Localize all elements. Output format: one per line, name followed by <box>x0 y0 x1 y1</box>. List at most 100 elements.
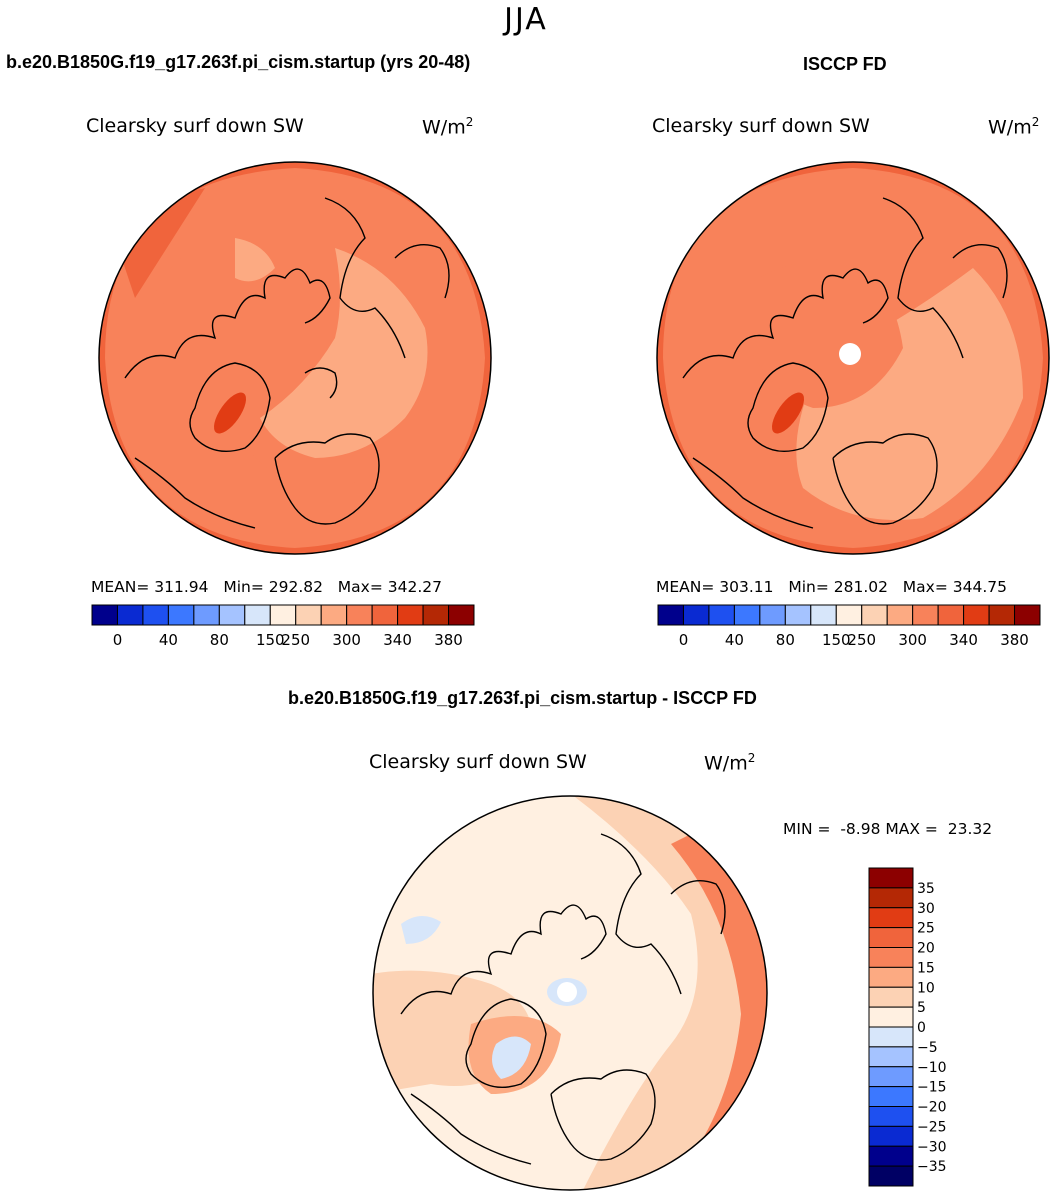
diff-min-max: MIN = -8.98 MAX = 23.32 <box>783 820 993 838</box>
colorbar-box <box>167 604 195 626</box>
contour-340-a <box>115 188 205 298</box>
model-panel-header: b.e20.B1850G.f19_g17.263f.pi_cism.startu… <box>6 52 471 72</box>
season-title: JJA <box>504 2 548 37</box>
colorbar-tick-label: 40 <box>159 631 178 649</box>
colorbar-box <box>657 604 684 626</box>
colorbar-box <box>810 604 837 626</box>
colorbar-box <box>91 604 118 626</box>
colorbar-tick-label: 250 <box>281 631 310 649</box>
colorbar-tick-label: 25 <box>917 921 935 937</box>
pole-hole <box>557 982 577 1002</box>
colorbar-box <box>759 604 786 626</box>
coastlines <box>682 197 1008 529</box>
colorbar-box <box>448 604 475 626</box>
colorbar-tick-label: −25 <box>917 1119 947 1135</box>
model-units: W/m2 <box>422 115 474 139</box>
colorbar-tick-label: 340 <box>949 631 978 649</box>
colorbar-box <box>371 604 399 626</box>
colorbar-box <box>868 1106 914 1127</box>
colorbar-box <box>868 1086 914 1107</box>
obs-units: W/m2 <box>988 115 1040 139</box>
colorbar-box <box>784 604 812 626</box>
colorbar-tick-label: 80 <box>776 631 795 649</box>
colorbar-box <box>116 604 144 626</box>
colorbar-box <box>868 1145 914 1167</box>
colorbar-tick-label: −15 <box>917 1080 947 1096</box>
colorbar-box <box>346 604 373 626</box>
colorbar-box <box>868 1066 914 1088</box>
colorbar-box <box>868 1046 914 1068</box>
colorbar-box <box>295 604 322 626</box>
colorbar-box <box>937 604 965 626</box>
colorbar-box <box>218 604 246 626</box>
colorbar-box <box>868 1006 914 1028</box>
colorbar-box <box>868 867 914 889</box>
colorbar-box <box>886 604 914 626</box>
colorbar-box <box>320 604 348 626</box>
contour-250-300 <box>260 248 428 458</box>
coastlines <box>400 833 726 1165</box>
colorbar-box <box>868 927 914 948</box>
colorbar-box <box>868 986 914 1008</box>
colorbar-tick-label: 40 <box>725 631 744 649</box>
diff-polar-map <box>372 795 768 1191</box>
colorbar-box <box>868 1026 914 1048</box>
negative-region-greenland <box>492 1036 531 1079</box>
colorbar-box <box>868 1125 914 1147</box>
model-polar-map <box>98 161 492 555</box>
colorbar-box <box>397 604 424 626</box>
colorbar-box <box>868 907 914 929</box>
obs-variable-title: Clearsky surf down SW <box>652 115 870 137</box>
colorbar-tick-label: −35 <box>917 1159 947 1175</box>
colorbar-box <box>682 604 710 626</box>
negative-region-west <box>401 915 441 944</box>
colorbar-tick-label: 250 <box>847 631 876 649</box>
colorbar-box <box>1014 604 1041 626</box>
colorbar-tick-label: 0 <box>917 1020 926 1036</box>
diff-colorbar: 35 30 25 20 15 10 5 0 −5 −10 −15 −20 −25 −30 −35 <box>868 867 947 1187</box>
colorbar-tick-label: −5 <box>917 1040 938 1056</box>
colorbar-box <box>861 604 888 626</box>
colorbar-tick-label: 5 <box>917 1000 926 1016</box>
greenland-max <box>213 392 247 434</box>
colorbar-tick-label: 20 <box>917 941 935 957</box>
colorbar-tick-label: 10 <box>917 980 935 996</box>
diff-units: W/m2 <box>704 751 756 775</box>
colorbar-box <box>963 604 990 626</box>
colorbar-box <box>708 604 735 626</box>
colorbar-tick-label: 300 <box>332 631 361 649</box>
contour-250-300-b <box>235 238 275 282</box>
colorbar-box <box>868 966 914 988</box>
colorbar-tick-label: 80 <box>210 631 229 649</box>
colorbar-tick-label: 150 <box>822 631 851 649</box>
colorbar-tick-label: 0 <box>113 631 123 649</box>
colorbar-box <box>912 604 939 626</box>
colorbar-box <box>422 604 450 626</box>
colorbar-box <box>733 604 761 626</box>
colorbar-tick-label: 380 <box>1000 631 1029 649</box>
colorbar-box <box>835 604 863 626</box>
colorbar-box <box>244 604 271 626</box>
colorbar-tick-label: −30 <box>917 1139 947 1155</box>
colorbar-tick-label: 15 <box>917 960 935 976</box>
obs-stats: MEAN= 303.11 Min= 281.02 Max= 344.75 <box>656 578 1008 596</box>
model-stats: MEAN= 311.94 Min= 292.82 Max= 342.27 <box>91 578 443 596</box>
coastlines <box>124 197 450 529</box>
colorbar-tick-label: 300 <box>898 631 927 649</box>
obs-polar-map <box>656 161 1050 555</box>
colorbar-tick-label: 380 <box>434 631 463 649</box>
colorbar-tick-label: 340 <box>383 631 412 649</box>
colorbar-box <box>868 1165 914 1187</box>
colorbar-tick-label: −10 <box>917 1060 947 1076</box>
contour-250-300 <box>796 268 1023 520</box>
colorbar-box <box>269 604 297 626</box>
diff-variable-title: Clearsky surf down SW <box>369 751 587 773</box>
pole-hole <box>839 343 861 365</box>
greenland-max <box>771 392 805 434</box>
diff-panel-header: b.e20.B1850G.f19_g17.263f.pi_cism.startu… <box>288 688 757 708</box>
colorbar-box <box>868 947 914 968</box>
colorbar-box <box>988 604 1016 626</box>
colorbar-tick-label: −20 <box>917 1100 947 1116</box>
